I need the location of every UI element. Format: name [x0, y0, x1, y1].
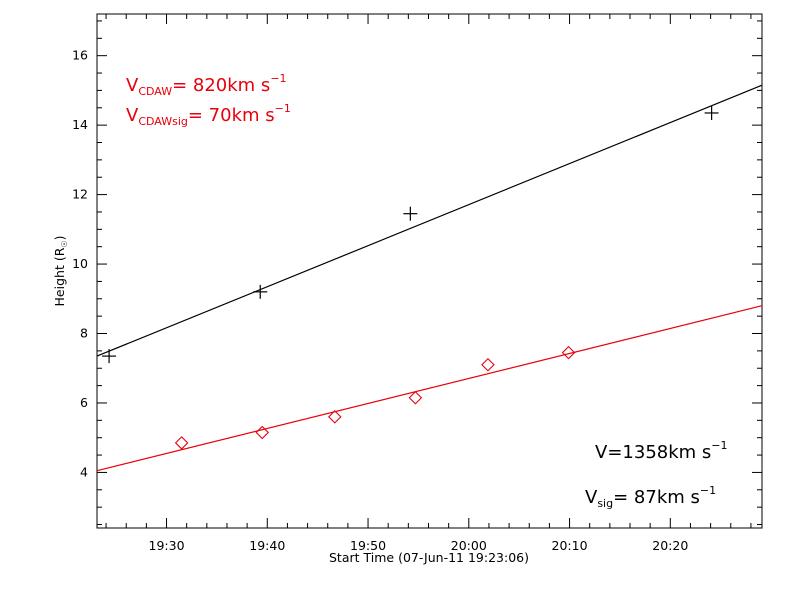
data-point-plus — [253, 284, 268, 299]
data-point-plus — [102, 349, 117, 364]
data-point-plus — [403, 206, 418, 221]
x-tick-label: 20:20 — [652, 538, 688, 553]
annotation-fit-sigma: Vsig= 87km s−1 — [585, 484, 716, 510]
y-tick-label: 16 — [72, 48, 88, 63]
fit-line-0 — [96, 84, 763, 357]
annotation-cdaw-sigma: VCDAWsig= 70km s−1 — [126, 102, 291, 128]
data-point-diamond — [481, 357, 495, 372]
y-tick-label: 8 — [80, 326, 88, 341]
x-tick-label: 19:40 — [249, 538, 285, 553]
x-tick-label: 19:30 — [149, 538, 185, 553]
data-point-diamond — [408, 390, 423, 405]
y-axis-ticks: 4 6 8 10 12 14 16 — [72, 20, 762, 526]
x-tick-label: 20:00 — [451, 538, 487, 553]
data-point-diamond — [255, 425, 270, 440]
annotation-cdaw-velocity: VCDAW= 820km s−1 — [126, 72, 287, 98]
fit-line-1 — [96, 305, 763, 472]
annotation-fit-velocity: V=1358km s−1 — [595, 439, 728, 463]
y-tick-label: 14 — [72, 117, 88, 132]
y-tick-label: 10 — [72, 256, 88, 271]
data-point-diamond — [561, 345, 576, 360]
x-axis-ticks: 19:30 19:40 19:50 20:00 20:10 20:20 — [105, 14, 752, 553]
y-tick-label: 12 — [72, 187, 88, 202]
x-tick-label: 19:50 — [350, 538, 386, 553]
y-tick-label: 6 — [80, 395, 88, 410]
y-tick-label: 4 — [80, 464, 88, 479]
x-tick-label: 20:10 — [552, 538, 588, 553]
y-axis-label: Height (R☉) — [52, 236, 69, 307]
data-point-diamond — [328, 410, 342, 424]
plot-frame — [96, 13, 763, 529]
x-axis-label: Start Time (07-Jun-11 19:23:06) — [329, 550, 529, 565]
data-point-plus — [704, 105, 719, 120]
series-layer — [96, 84, 763, 472]
data-point-diamond — [174, 436, 189, 450]
